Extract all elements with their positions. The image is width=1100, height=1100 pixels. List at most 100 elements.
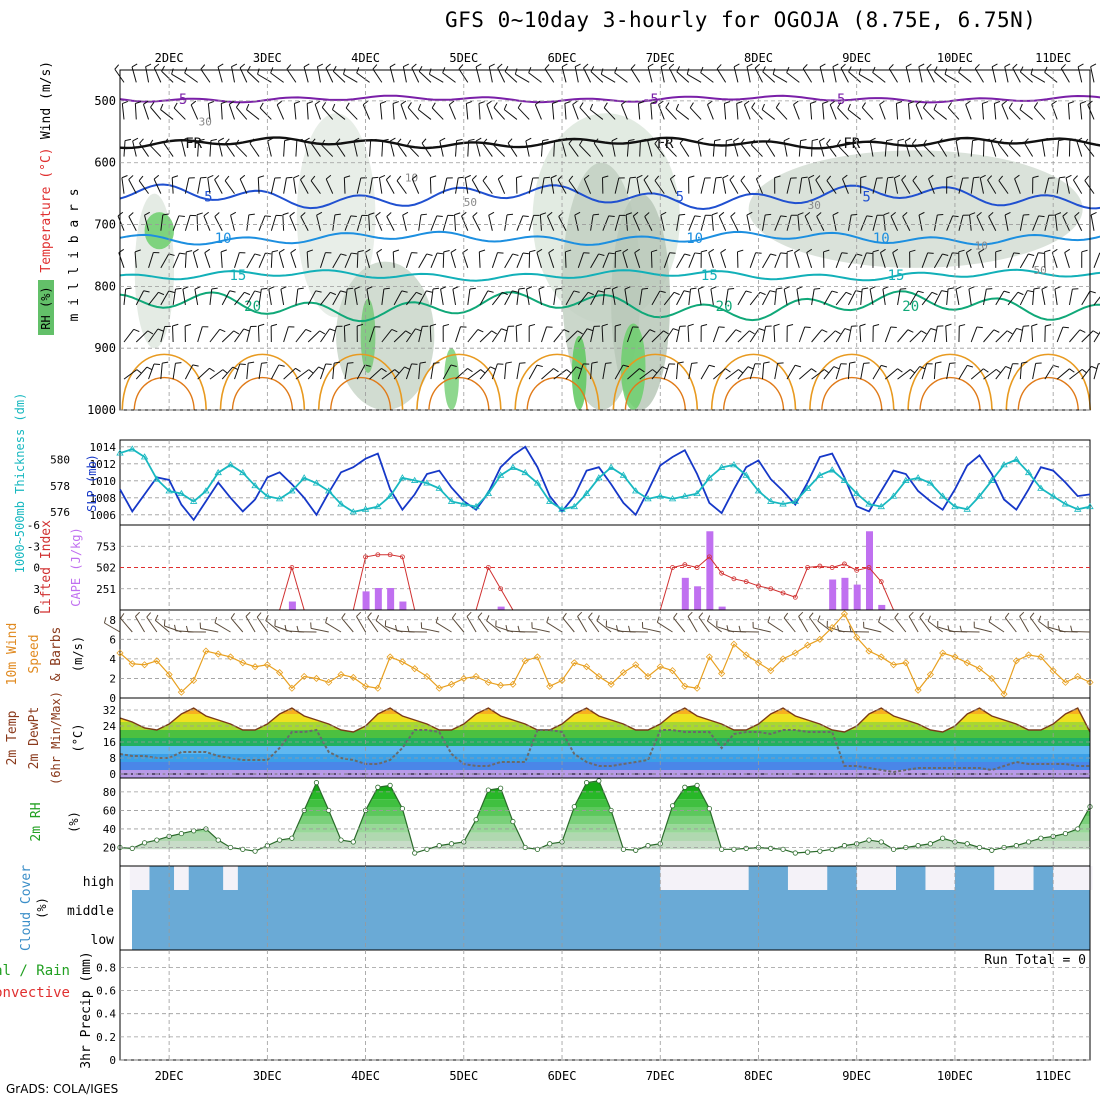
upper-wind-barb xyxy=(892,252,899,268)
upper-wind-barb xyxy=(172,215,180,231)
upper-wind-barb-flag xyxy=(303,63,310,68)
upper-wind-barb-flag xyxy=(160,103,164,110)
upper-wind-barb xyxy=(1051,104,1058,120)
lifted-index-marker xyxy=(694,565,700,570)
page-title: GFS 0~10day 3-hourly for OGOJA (8.75E, 6… xyxy=(445,8,1037,32)
upper-wind-barb-flag xyxy=(991,63,998,68)
upper-wind-barb xyxy=(823,290,833,306)
surface-wind-barb-flag xyxy=(1029,612,1035,618)
upper-wind-barb-flag xyxy=(654,175,660,181)
upper-wind-barb-flag xyxy=(675,103,680,110)
upper-wind-barb-flag xyxy=(465,174,471,179)
upper-wind-barb xyxy=(429,73,444,83)
wind-speed-marker xyxy=(398,658,406,666)
upper-wind-barb xyxy=(884,177,889,194)
upper-wind-barb-flag xyxy=(552,101,559,104)
rh-shade-area xyxy=(144,212,175,250)
upper-wind-barb xyxy=(946,288,949,305)
surface-wind-barb xyxy=(588,616,600,633)
thickness-marker xyxy=(312,479,321,486)
upper-wind-barb xyxy=(822,103,825,120)
wind-speed-marker xyxy=(533,653,542,661)
upper-wind-barb-flag xyxy=(168,253,175,256)
upper-wind-barb xyxy=(455,177,459,194)
upper-wind-barb xyxy=(970,368,984,380)
cape-bar xyxy=(374,587,382,610)
upper-wind-barb xyxy=(314,104,321,120)
rh-axis-label: 2m RH xyxy=(29,802,44,841)
upper-wind-barb xyxy=(774,215,782,231)
boundary-layer-isotherm xyxy=(710,353,797,411)
upper-wind-barb xyxy=(1093,296,1100,306)
lifted-index-marker xyxy=(866,565,872,570)
upper-wind-barb xyxy=(811,369,825,380)
rh-tick-label: 60 xyxy=(103,804,116,817)
upper-wind-barb-flag xyxy=(840,63,846,69)
rh-marker xyxy=(1026,839,1032,845)
upper-wind-barb-flag xyxy=(691,362,698,364)
upper-wind-barb-flag xyxy=(178,215,185,217)
upper-wind-barb-flag xyxy=(806,248,813,254)
rh-marker xyxy=(129,845,135,852)
surface-wind-barb xyxy=(753,627,771,633)
upper-wind-barb-flag xyxy=(804,326,811,328)
upper-wind-barb-flag xyxy=(512,253,519,256)
wind-speed-marker xyxy=(926,670,934,679)
upper-wind-barb-flag xyxy=(603,102,608,109)
upper-wind-barb xyxy=(553,288,557,305)
top-day-label: 6DEC xyxy=(548,51,577,65)
upper-wind-barb-flag xyxy=(315,290,322,293)
isotherm-label: -5 xyxy=(829,92,846,108)
upper-wind-barb-flag xyxy=(366,286,373,290)
upper-wind-barb xyxy=(730,216,739,231)
upper-wind-barb-flag xyxy=(145,63,152,68)
cape-bar xyxy=(865,531,873,610)
upper-wind-barb xyxy=(455,368,468,380)
upper-wind-barb xyxy=(123,288,127,305)
upper-wind-barb xyxy=(197,140,200,157)
upper-wind-barb-flag xyxy=(466,100,473,104)
upper-wind-barb xyxy=(128,179,137,194)
temp-color-band xyxy=(120,694,1090,698)
wind-speed-marker xyxy=(668,667,677,675)
surface-wind-barb-flag xyxy=(988,616,992,623)
cape-bar xyxy=(718,606,726,610)
wind-speed-marker xyxy=(202,647,210,655)
thickness-marker xyxy=(656,492,664,499)
upper-wind-barb-flag xyxy=(518,287,525,290)
upper-wind-barb-flag xyxy=(254,253,261,256)
thickness-marker xyxy=(1037,484,1045,491)
upper-wind-barb xyxy=(897,289,901,305)
upper-wind-barb xyxy=(811,140,813,157)
slp-tick-label: 1008 xyxy=(90,492,117,505)
rh-shade-area xyxy=(296,113,376,318)
upper-wind-barb-flag xyxy=(525,137,532,142)
wind-speed-marker xyxy=(988,674,996,683)
upper-wind-barb xyxy=(1012,68,1021,83)
lifted-index-marker xyxy=(498,586,504,592)
wind-speed-marker xyxy=(693,684,701,692)
wind-speed-marker xyxy=(214,650,222,658)
upper-wind-barb-flag xyxy=(493,102,498,108)
upper-wind-barb-flag xyxy=(564,101,571,104)
thickness-marker xyxy=(325,487,333,494)
surface-wind-barb-flag xyxy=(407,625,410,632)
precip-tick-label: 0 xyxy=(109,1054,116,1067)
cloud-clear-gap xyxy=(174,866,189,890)
surface-wind-barb xyxy=(532,627,550,633)
upper-wind-barb xyxy=(369,368,382,380)
upper-wind-barb xyxy=(160,363,163,380)
isotherm-line xyxy=(119,290,1100,323)
upper-wind-barb xyxy=(379,103,383,120)
upper-wind-barb xyxy=(488,66,493,83)
thickness-marker xyxy=(361,505,370,512)
top-day-label: 9DEC xyxy=(842,51,871,65)
upper-wind-barb-flag xyxy=(332,65,337,72)
upper-wind-barb xyxy=(220,103,223,120)
upper-wind-barb xyxy=(372,68,383,83)
lifted-index-marker xyxy=(768,586,774,592)
upper-wind-barb xyxy=(221,366,234,380)
upper-wind-barb xyxy=(507,142,518,157)
upper-wind-barb xyxy=(675,109,690,120)
upper-wind-barb xyxy=(720,252,727,268)
